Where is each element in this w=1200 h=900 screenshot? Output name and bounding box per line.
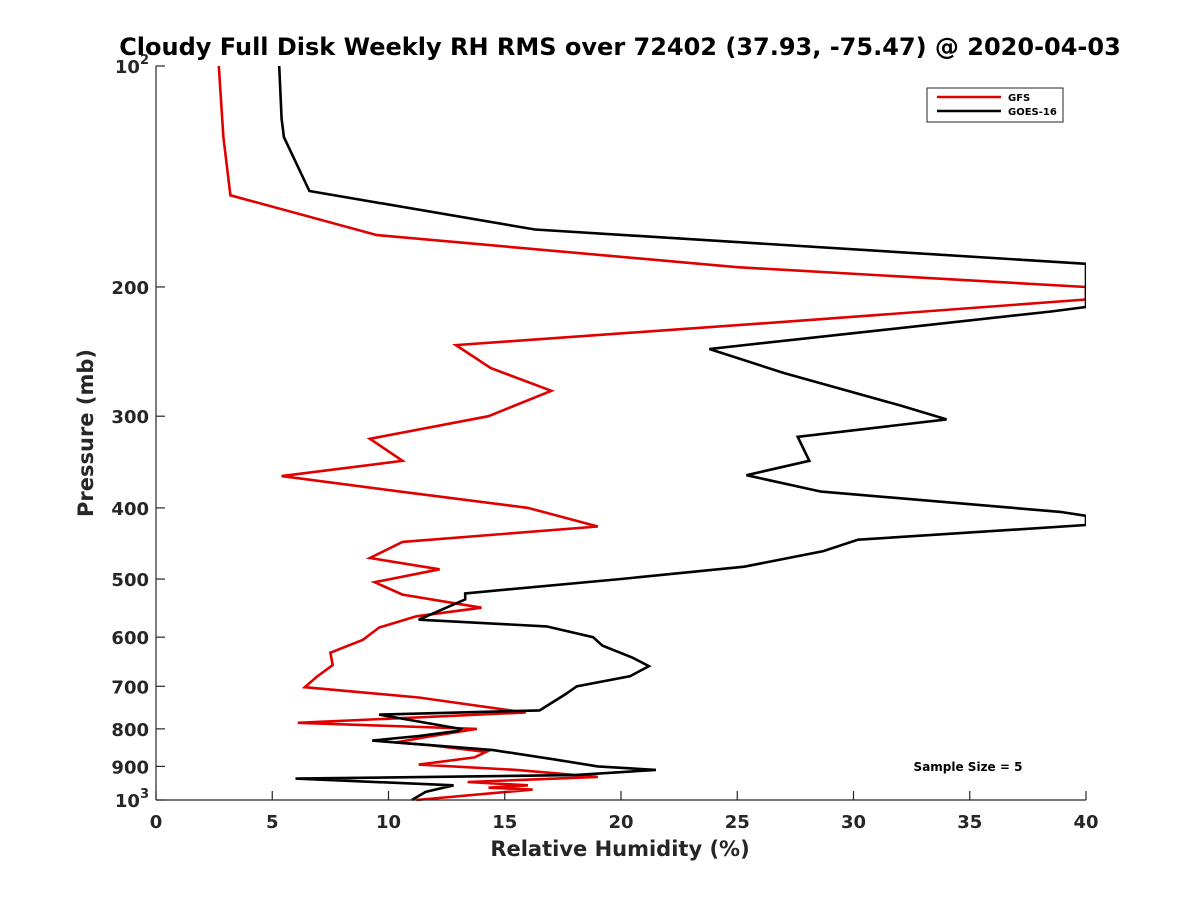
y-tick-label: 200 xyxy=(111,278,149,299)
y-axis-label: Pressure (mb) xyxy=(74,349,98,517)
series-line-gfs xyxy=(217,65,1086,802)
legend: GFS GOES-16 xyxy=(926,87,1064,123)
x-tick-label: 30 xyxy=(841,812,866,833)
x-tick-label: 35 xyxy=(957,812,982,833)
y-axis: 102 200 300 400 500 600 700 800 900 103 xyxy=(111,53,165,812)
x-tick-label: 15 xyxy=(492,812,517,833)
sample-size-annotation: Sample Size = 5 xyxy=(914,760,1023,774)
y-tick-label: 800 xyxy=(111,720,149,741)
y-tick-label: 700 xyxy=(111,677,149,698)
x-tick-label: 25 xyxy=(725,812,750,833)
x-tick-label: 0 xyxy=(150,812,163,833)
x-axis-label: Relative Humidity (%) xyxy=(490,837,749,861)
legend-label: GFS xyxy=(1008,93,1030,104)
y-tick-label: 900 xyxy=(111,757,149,778)
x-tick-label: 40 xyxy=(1073,812,1098,833)
y-tick-label: 300 xyxy=(111,407,149,428)
legend-box xyxy=(926,87,1064,123)
legend-label: GOES-16 xyxy=(1008,107,1057,118)
x-axis: 0 5 10 15 20 25 30 35 40 xyxy=(150,791,1099,833)
chart-title: Cloudy Full Disk Weekly RH RMS over 7240… xyxy=(119,33,1121,61)
plot-area xyxy=(155,65,1086,802)
x-tick-label: 20 xyxy=(608,812,633,833)
y-tick-label: 600 xyxy=(111,628,149,649)
x-tick-label: 10 xyxy=(376,812,401,833)
y-tick-label: 500 xyxy=(111,570,149,591)
y-tick-label: 103 xyxy=(115,787,149,812)
y-tick-label: 400 xyxy=(111,499,149,520)
series-line-goes-16 xyxy=(277,65,1086,802)
x-tick-label: 5 xyxy=(266,812,279,833)
y-tick-label: 102 xyxy=(115,53,149,78)
